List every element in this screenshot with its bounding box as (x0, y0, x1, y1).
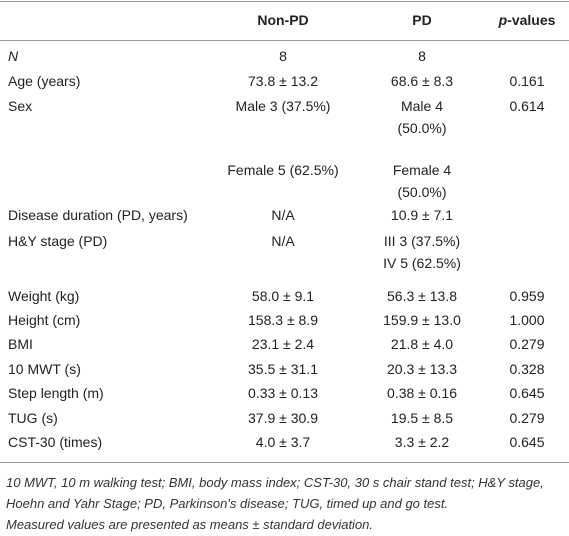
row-label: 10 MWT (s) (8, 361, 81, 377)
cell: 20.3 ± 13.3 (387, 361, 457, 377)
column-header: Non-PD (257, 12, 309, 28)
cell: 8 (418, 48, 426, 64)
row-label: Step length (m) (8, 385, 104, 401)
rule (0, 1, 569, 2)
cell: N/A (271, 233, 295, 249)
cell: 19.5 ± 8.5 (390, 410, 454, 426)
column-header: PD (412, 12, 432, 28)
row-label: Age (years) (8, 73, 81, 89)
cell: 0.959 (509, 288, 545, 304)
cell: 23.1 ± 2.4 (251, 336, 315, 352)
cell: 73.8 ± 13.2 (248, 73, 318, 89)
cell: 3.3 ± 2.2 (394, 434, 450, 450)
cell: 10.9 ± 7.1 (390, 207, 454, 223)
cell: 68.6 ± 8.3 (390, 73, 454, 89)
row-label: Height (cm) (8, 312, 81, 328)
footnote-line: 10 MWT, 10 m walking test; BMI, body mas… (6, 475, 544, 511)
footnote: 10 MWT, 10 m walking test; BMI, body mas… (6, 472, 562, 535)
cell: 0.645 (509, 385, 545, 401)
cell: Female 5 (62.5%) (227, 162, 339, 178)
cell: 0.279 (509, 336, 545, 352)
rule (0, 462, 569, 463)
row-label: Sex (8, 98, 33, 114)
row-label: Disease duration (PD, years) (8, 207, 188, 223)
column-header: p-values (498, 12, 556, 28)
cell: 159.9 ± 13.0 (383, 312, 461, 328)
cell: 0.279 (509, 410, 545, 426)
cell: III 3 (37.5%) IV 5 (62.5%) (383, 233, 461, 271)
cell: Male 4 (50.0%) (397, 98, 447, 136)
row-label: N (8, 48, 19, 64)
cell: 35.5 ± 31.1 (248, 361, 318, 377)
cell: 56.3 ± 13.8 (387, 288, 457, 304)
cell: 0.38 ± 0.16 (387, 385, 457, 401)
cell: 0.645 (509, 434, 545, 450)
cell: 21.8 ± 4.0 (390, 336, 454, 352)
row-label: Weight (kg) (8, 288, 80, 304)
cell: 158.3 ± 8.9 (248, 312, 318, 328)
footnote-line: Measured values are presented as means ±… (6, 517, 374, 532)
cell: 37.9 ± 30.9 (248, 410, 318, 426)
cell: 0.614 (509, 98, 545, 114)
cell: 0.328 (509, 361, 545, 377)
row-label: BMI (8, 336, 33, 352)
cell: Male 3 (37.5%) (235, 98, 331, 114)
row-label: TUG (s) (8, 410, 58, 426)
cell: 4.0 ± 3.7 (255, 434, 311, 450)
rule (0, 40, 569, 41)
row-label: H&Y stage (PD) (8, 233, 108, 249)
cell: 8 (279, 48, 287, 64)
cell: 0.161 (509, 73, 545, 89)
cell: N/A (271, 207, 295, 223)
row-label: CST-30 (times) (8, 434, 103, 450)
cell: 0.33 ± 0.13 (248, 385, 318, 401)
cell: Female 4 (50.0%) (392, 162, 452, 200)
cell: 58.0 ± 9.1 (251, 288, 315, 304)
cell: 1.000 (509, 312, 545, 328)
